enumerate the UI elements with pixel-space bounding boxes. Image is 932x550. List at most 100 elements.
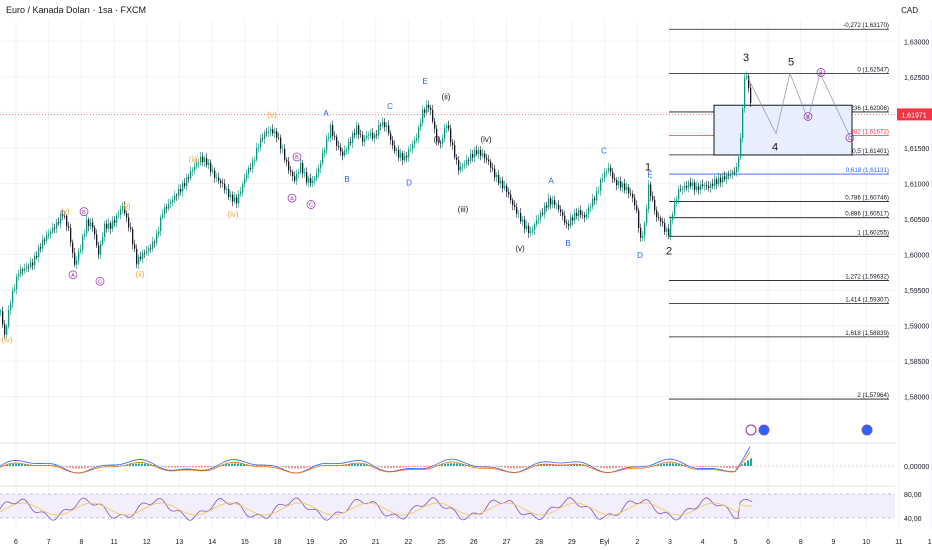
fib-levels: -0,272 (1,63170) 0 (1,62547) 0,236 (1,6200… bbox=[669, 22, 889, 400]
candle-body bbox=[322, 153, 324, 164]
candle-body bbox=[262, 138, 264, 140]
candle-body bbox=[596, 191, 598, 201]
candle-body bbox=[118, 214, 120, 216]
candle-body bbox=[96, 234, 98, 246]
candle-body bbox=[270, 129, 272, 132]
candle-body bbox=[200, 156, 202, 163]
macd-histogram-bar bbox=[252, 465, 254, 466]
candle-body bbox=[328, 137, 330, 139]
macd-histogram-bar bbox=[81, 466, 83, 469]
candle-body bbox=[148, 248, 150, 251]
candle-body bbox=[594, 198, 596, 201]
candle-body bbox=[640, 227, 642, 238]
macd-histogram-bar bbox=[528, 466, 530, 467]
candle-body bbox=[222, 183, 224, 184]
wave-label: 3 bbox=[743, 52, 749, 64]
fib-level-label: 0,618 (1,61131) bbox=[846, 167, 889, 174]
candle-body bbox=[272, 129, 274, 134]
candle-body bbox=[4, 324, 6, 335]
macd-histogram-bar bbox=[180, 466, 182, 468]
candle-body bbox=[288, 161, 290, 171]
candle-body bbox=[648, 184, 650, 210]
candle-body bbox=[258, 146, 260, 148]
candle-body bbox=[384, 121, 386, 128]
candle-body bbox=[136, 248, 138, 265]
macd-histogram-bar bbox=[78, 466, 80, 469]
macd-histogram-bar bbox=[405, 466, 407, 468]
macd-histogram-bar bbox=[705, 466, 707, 468]
wave-circle bbox=[306, 200, 316, 209]
candle-body bbox=[362, 134, 364, 142]
candle-body bbox=[418, 127, 420, 139]
candle-body bbox=[88, 219, 90, 227]
candle-body bbox=[280, 137, 282, 149]
macd-histogram-bar bbox=[378, 466, 380, 467]
candle-body bbox=[102, 237, 104, 244]
macd-histogram-bar bbox=[612, 466, 614, 469]
candle-body bbox=[376, 134, 378, 136]
candle-body bbox=[66, 216, 68, 227]
time-tick-label: 2 bbox=[635, 539, 639, 546]
candle-body bbox=[108, 223, 110, 229]
macd-histogram-bar bbox=[615, 466, 617, 469]
candle-body bbox=[440, 142, 442, 144]
wave-label: 4 bbox=[772, 142, 778, 154]
candle-body bbox=[490, 161, 492, 168]
macd-histogram-bar bbox=[504, 466, 506, 468]
macd-histogram-bar bbox=[192, 466, 194, 468]
macd-histogram-bar bbox=[699, 466, 701, 468]
wave-label: C bbox=[848, 136, 852, 142]
candle-body bbox=[312, 180, 314, 184]
candle-body bbox=[104, 223, 106, 238]
rsi-tick-label: 40,00 bbox=[904, 516, 922, 523]
candle-body bbox=[154, 241, 156, 243]
candle-body bbox=[310, 178, 312, 184]
macd-histogram-bar bbox=[174, 466, 176, 468]
candle-body bbox=[504, 185, 506, 189]
macd-histogram-bar bbox=[516, 466, 518, 469]
candle-body bbox=[642, 235, 644, 238]
candle-body bbox=[576, 212, 578, 217]
candle-body bbox=[354, 133, 356, 135]
candle-body bbox=[360, 134, 362, 136]
candle-body bbox=[744, 77, 746, 109]
candle-body bbox=[210, 162, 212, 172]
macd-histogram-bar bbox=[495, 466, 497, 467]
macd-histogram-bar bbox=[297, 466, 299, 469]
candle-body bbox=[694, 182, 696, 190]
time-tick-label: 21 bbox=[372, 539, 380, 546]
candle-body bbox=[298, 172, 300, 174]
macd-histogram-bar bbox=[141, 463, 143, 466]
time-tick-label: 12 bbox=[143, 539, 151, 546]
macd-histogram-bar bbox=[669, 463, 671, 466]
lightning-icon bbox=[745, 424, 757, 436]
wave-label: B bbox=[565, 239, 570, 248]
candle-body bbox=[438, 141, 440, 143]
macd-histogram-bar bbox=[519, 466, 521, 469]
candle-body bbox=[654, 199, 656, 211]
macd-histogram-bar bbox=[225, 464, 227, 466]
macd-histogram-bar bbox=[453, 463, 455, 466]
candle-body bbox=[334, 135, 336, 137]
candle-body bbox=[646, 209, 648, 224]
candle-body bbox=[426, 104, 428, 113]
macd-histogram-bar bbox=[177, 466, 179, 468]
candle-body bbox=[236, 197, 238, 204]
candle-body bbox=[422, 109, 424, 123]
wave-label: D bbox=[406, 179, 412, 188]
candle-body bbox=[138, 256, 140, 265]
candle-body bbox=[300, 163, 302, 173]
candle-body bbox=[324, 150, 326, 154]
candle-body bbox=[526, 225, 528, 229]
candle-body bbox=[592, 198, 594, 207]
candle-body bbox=[536, 219, 538, 225]
candle-body bbox=[408, 149, 410, 158]
candle-body bbox=[18, 274, 20, 277]
candle-body bbox=[638, 210, 640, 228]
wave-label: B bbox=[82, 210, 86, 216]
candle-body bbox=[574, 212, 576, 221]
candle-body bbox=[10, 303, 12, 310]
candle-body bbox=[202, 156, 204, 163]
